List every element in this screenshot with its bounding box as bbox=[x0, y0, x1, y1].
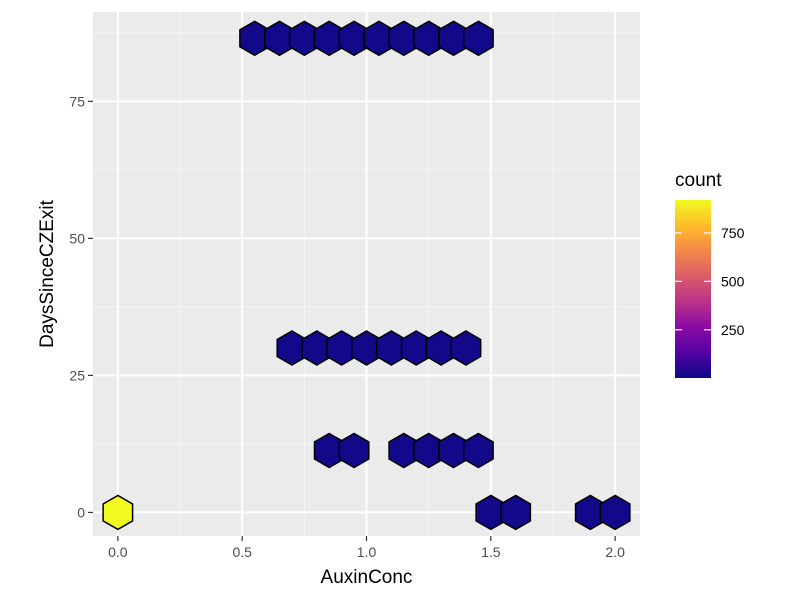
legend-tick-label: 750 bbox=[721, 225, 745, 241]
legend-title: count bbox=[675, 170, 722, 191]
x-tick-label: 0.5 bbox=[232, 544, 252, 560]
x-tick-label: 0.0 bbox=[108, 544, 128, 560]
y-tick-label: 25 bbox=[69, 367, 85, 383]
y-tick-label: 0 bbox=[77, 504, 85, 520]
x-axis: 0.0 0.5 1.0 1.5 2.0 bbox=[108, 536, 625, 560]
hex-bin bbox=[338, 432, 370, 469]
hex-bin bbox=[462, 20, 494, 57]
legend-tick-label: 250 bbox=[721, 322, 745, 338]
x-tick-label: 1.0 bbox=[357, 544, 377, 560]
x-tick-label: 2.0 bbox=[605, 544, 625, 560]
y-axis-title: DaysSinceCZExit bbox=[37, 199, 58, 348]
x-axis-title: AuxinConc bbox=[321, 567, 413, 588]
hex-bin bbox=[500, 494, 532, 531]
legend-tick-label: 500 bbox=[721, 273, 745, 289]
hex-bin bbox=[462, 432, 494, 469]
x-tick-label: 1.5 bbox=[481, 544, 501, 560]
hex-bin bbox=[102, 494, 134, 531]
legend-colorbar bbox=[675, 200, 711, 378]
hex-bins bbox=[102, 20, 631, 531]
y-tick-label: 75 bbox=[69, 93, 85, 109]
hex-bin bbox=[599, 494, 631, 531]
color-legend: count 250 500 750 bbox=[675, 170, 745, 378]
hex-bin bbox=[450, 330, 482, 366]
y-tick-label: 50 bbox=[69, 230, 85, 246]
y-axis: 0 25 50 75 bbox=[69, 93, 93, 520]
